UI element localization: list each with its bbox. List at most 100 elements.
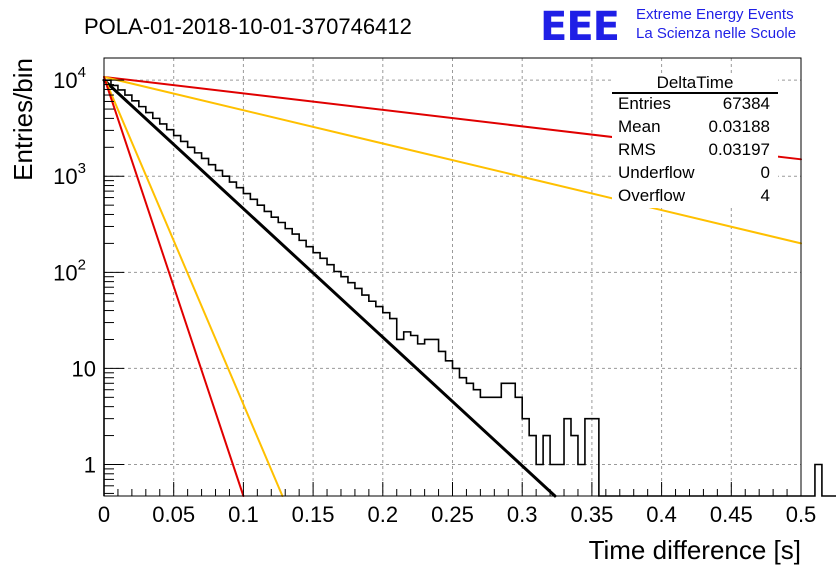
histogram-bin (299, 240, 306, 496)
histogram-bin (508, 383, 515, 496)
axis-ticks: 0 0.05 0.1 0.15 0.2 0.25 0.3 0.35 0.4 0.45 0.5 1 10 1… (53, 64, 816, 527)
plot-frame (103, 57, 802, 497)
x-tick-label: 0.4 (646, 502, 677, 527)
histogram-bin (592, 419, 599, 496)
y-tick-exponent: 4 (78, 64, 86, 81)
logo-line-1: Extreme Energy Events (636, 6, 794, 23)
histogram-bin (202, 158, 209, 496)
histogram-bin (188, 147, 195, 496)
histogram-bin (501, 383, 508, 496)
histogram-bin (515, 397, 522, 496)
histogram-bin (167, 130, 174, 496)
histogram-bin (236, 188, 243, 496)
histogram-bin (348, 283, 355, 496)
stats-value-mean: 0.03188 (709, 117, 770, 136)
histogram-bin (125, 95, 132, 496)
histogram-bin (529, 436, 536, 496)
y-tick-label: 10 (72, 356, 96, 381)
fit-line (102, 78, 557, 498)
histogram-bin (425, 339, 432, 496)
y-tick-label: 103 (53, 160, 86, 189)
x-tick-label: 0.45 (710, 502, 753, 527)
histogram-bin (585, 419, 592, 496)
histogram-bin (459, 378, 466, 496)
histogram-bin (536, 464, 543, 496)
stats-label-overflow: Overflow (618, 186, 686, 205)
logo-line-2: La Scienza nelle Scuole (636, 25, 796, 42)
y-tick-label: 104 (53, 64, 86, 93)
histogram-bin (466, 383, 473, 496)
x-tick-label: 0.2 (368, 502, 399, 527)
x-tick-label: 0.3 (507, 502, 538, 527)
y-tick-label: 102 (53, 256, 86, 285)
x-tick-label: 0.05 (152, 502, 195, 527)
histogram-bin (522, 419, 529, 496)
histogram-bin (285, 229, 292, 496)
x-tick-label: 0 (98, 502, 110, 527)
histogram-bin (160, 124, 167, 496)
histogram-bin (250, 199, 257, 496)
histogram-bin (480, 397, 487, 496)
stats-value-entries: 67384 (723, 94, 770, 113)
histogram-bin (487, 397, 494, 496)
histogram-bin (229, 182, 236, 496)
histogram-bin (432, 339, 439, 496)
histogram-bin (578, 464, 585, 496)
histogram-bin (564, 419, 571, 496)
histogram-bin (216, 170, 223, 496)
y-axis-label: Entries/bin (8, 58, 38, 181)
histogram-bin (222, 176, 229, 496)
histogram-bin (376, 307, 383, 496)
stats-label-mean: Mean (618, 117, 661, 136)
histogram-bin (313, 253, 320, 496)
histogram-bin (355, 288, 362, 496)
histogram-bin (271, 217, 278, 496)
stats-value-overflow: 4 (761, 186, 770, 205)
histogram-bin (257, 205, 264, 496)
stats-value-rms: 0.03197 (709, 140, 770, 159)
histogram-bin (118, 90, 125, 496)
histogram-bin (264, 211, 271, 496)
y-tick-exponent: 2 (78, 256, 86, 273)
y-tick-exponent: 3 (78, 160, 86, 177)
histogram-bin (341, 277, 348, 496)
histogram-bin (209, 165, 216, 496)
stats-label-underflow: Underflow (618, 163, 695, 182)
histogram-bin (153, 118, 160, 496)
histogram-bin (362, 295, 369, 496)
x-tick-label: 0.35 (570, 502, 613, 527)
histogram-bin (557, 464, 564, 496)
stats-label-entries: Entries (618, 94, 671, 113)
histogram-bin (139, 107, 146, 496)
histogram-bin (571, 436, 578, 496)
fit-line (103, 75, 802, 245)
stats-value-underflow: 0 (761, 163, 770, 182)
histogram-bin (104, 80, 111, 496)
histogram-bin (174, 136, 181, 496)
histogram-bin (195, 153, 202, 496)
x-tick-label: 0.25 (431, 502, 474, 527)
histogram-bin (306, 247, 313, 496)
histogram-bin (543, 436, 550, 496)
histogram-bin (369, 301, 376, 496)
stats-box-title: DeltaTime (657, 73, 734, 92)
histogram-bin (390, 319, 397, 496)
histogram-bin (418, 344, 425, 496)
histogram-bin (181, 141, 188, 496)
histogram-bin (439, 351, 446, 496)
histogram-bin (243, 194, 250, 496)
histogram-bin (411, 336, 418, 496)
histogram-bin (146, 113, 153, 496)
eee-logo: EEE (540, 4, 619, 50)
histogram-bin (550, 464, 557, 496)
x-tick-label: 0.5 (786, 502, 817, 527)
chart-title: POLA-01-2018-10-01-370746412 (84, 14, 412, 39)
histogram-bin (327, 265, 334, 496)
histogram-bin (473, 390, 480, 496)
stats-label-rms: RMS (618, 140, 656, 159)
x-tick-label: 0.15 (292, 502, 335, 527)
histogram-bin (815, 464, 822, 496)
histogram-bin (292, 234, 299, 496)
histogram-bin (383, 313, 390, 496)
histogram-bin (494, 397, 501, 496)
